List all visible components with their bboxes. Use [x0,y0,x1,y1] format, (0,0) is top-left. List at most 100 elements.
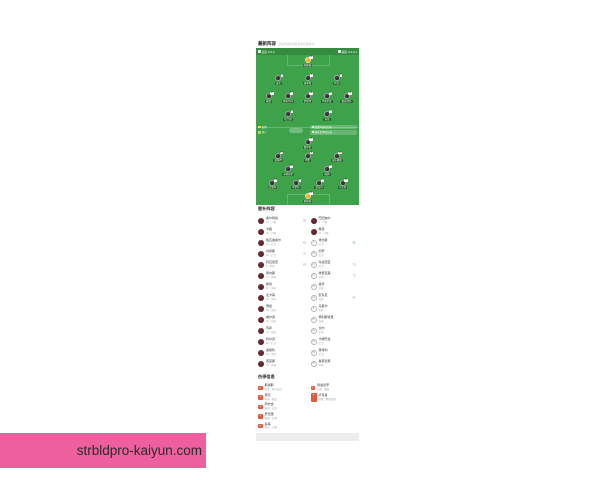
player-node[interactable]: 47 福登 [260,92,278,103]
player-node[interactable]: 37 梅努 [318,165,336,176]
notice-chip[interactable]: 首发阵容已公布 [310,125,357,130]
player-goalkeeper[interactable]: 24 奥纳纳 [299,192,317,203]
injury-row[interactable]: + 斯通斯 伤病 · 肌肉拉伤 [258,383,308,393]
substitution-minute: 61' [352,241,356,244]
substitute-row[interactable]: 西蒙斯 79 · 前锋 [258,358,308,369]
substitute-info: 8 · 中场 [266,264,275,268]
injury-player-name: 卢克肖 [318,392,328,397]
player-node[interactable]: 11 霍伊伦 [299,138,317,149]
legend-label: 换人 [261,131,267,135]
substitute-row[interactable]: 28 佩利斯特里 前锋 [310,314,358,325]
substitute-row[interactable]: 25 桑乔 前锋 [310,281,358,292]
substitute-row[interactable]: 巴因迪尔 1 · 门将 [310,215,358,226]
jersey-icon: 2 [275,74,284,82]
substitute-name: 鲍勃 [266,282,273,286]
substitute-row[interactable]: 博加 64 · 前锋 [258,303,308,314]
jersey-number: 17 [279,151,284,155]
substitute-row[interactable]: 33 卡姆巴拉 后卫 [310,336,358,347]
injury-row[interactable]: + 利桑德罗 伤病 · 脚部 [310,383,358,393]
substitute-row[interactable]: 44 戈尔 中场 [310,325,358,336]
substitute-row[interactable]: 35 约罗 后卫 [310,248,358,259]
player-node[interactable]: 23 卢克肖 [334,178,352,190]
player-node[interactable]: 9 哈兰德 [279,110,297,121]
injury-player-name: 罗德里 [264,412,274,417]
injury-row[interactable]: + 罗德里 停赛 · 红牌 [258,412,308,422]
substitute-row[interactable]: 麦卡蒂 87 · 中场 [258,292,308,303]
jersey-icon: 6 [333,74,342,82]
substitute-name: 戈尔 [318,326,325,330]
injury-icon: + [258,414,263,419]
player-text: 奥尔特加 18 · 门将 [266,216,278,224]
injury-icon: + [310,393,317,402]
player-node[interactable]: 3 迪亚斯 [299,74,317,85]
substitute-row[interactable]: 格瓦迪奥尔 24 · 后卫 61' [258,237,308,248]
player-row: 31 埃德森 [258,56,357,67]
substitute-row[interactable]: 36 奥耶德莱 中场 [310,358,358,369]
injury-row[interactable]: + 多库 伤病 · 大腿 [258,421,308,431]
player-text: 戈尔 中场 [318,326,325,334]
home-formation[interactable]: 主队 3-5-2 [258,50,275,54]
player-node[interactable]: 20 B席尔瓦 [318,92,336,103]
jersey-icon: 8 [304,151,313,159]
player-node[interactable]: 10 格拉利什 [338,92,356,103]
player-node[interactable]: 8 B费 [299,151,317,163]
substitute-name: 埃里克森 [318,271,331,275]
substitute-name: 马拉西亚 [318,260,331,264]
substitute-row[interactable]: 21 安东尼 前锋 84' [310,292,358,303]
substitute-row[interactable]: 科瓦契奇 8 · 中场 83' [258,259,308,270]
injury-row[interactable]: + 卢克肖 停赛 · 累积黄牌 [310,392,358,403]
substitute-row[interactable]: 14 埃里克森 中场 70' [310,270,358,281]
substitute-row[interactable]: 刘易斯 82 · 后卫 75' [258,248,308,259]
jersey-number-ring-icon: 9 [310,305,317,312]
player-node[interactable]: 6 阿克 [328,74,346,85]
jersey-icon: 16 [304,92,313,100]
substitute-row[interactable]: 威尔逊 76 · 前锋 [258,314,308,325]
jersey-number: 10 [348,92,352,95]
injury-row[interactable]: + 阿坎吉 伤病 · 背部 [258,402,308,412]
substitution-minute: 66' [303,219,307,222]
substitute-name: 约罗 [318,249,325,253]
substitute-row[interactable]: 9 马夏尔 前锋 [310,303,358,314]
away-formation[interactable]: 客队 4-2-3-1 [338,50,357,54]
substitute-row[interactable]: 努内斯 27 · 中场 [258,270,308,281]
substitute-info: 后卫 [318,264,324,268]
player-node[interactable]: 2 沃克 [269,74,287,85]
player-node[interactable]: 16 罗德里 [299,92,317,103]
substitute-row[interactable]: 鲍勃 52 · 中场 [258,281,308,292]
jersey-number: 47 [270,92,274,95]
player-text: 埃里克森 中场 [318,271,331,279]
player-name: 福登 [264,99,272,103]
jersey-number: 11 [328,110,332,114]
substitute-row[interactable]: 科尔曼 80 · 后卫 [258,336,308,347]
substitute-row[interactable]: 希顿 22 · 门将 [310,226,358,237]
player-node[interactable]: 18 卡塞米罗 [279,165,297,176]
jersey-icon: 9 [285,110,293,118]
player-node[interactable]: 11 多库 [318,110,336,121]
player-name: 格拉利什 [340,99,353,103]
substitute-name: 威尔逊 [266,315,276,319]
substitute-row[interactable]: 苏萨 41 · 前锋 [258,325,308,336]
player-node[interactable]: 19 瓦拉内 [310,178,328,190]
player-node[interactable]: 17 加纳乔 [269,151,287,163]
substitute-row[interactable]: 卡森 33 · 门将 [258,226,308,237]
substitute-row[interactable]: 4 埃文斯 后卫 61' [310,237,358,248]
substitute-info: 22 · 门将 [318,231,329,235]
injury-row[interactable]: + 博贝 伤病 · 膝盖 [258,393,308,403]
footer-bar [256,433,359,441]
player-node[interactable]: 10 拉什福德 [328,151,346,163]
player-node[interactable]: 17 德布劳内 [279,92,297,103]
pitch-header-bar: 主队 3-5-2 客队 4-2-3-1 [256,48,359,55]
home-formation-label: 主队 3-5-2 [261,49,275,54]
substitute-row[interactable]: 55 惠特利 后卫 [310,347,358,358]
jersey-number: 20 [328,92,332,95]
substitute-row[interactable]: 奥赖利 63 · 中场 [258,347,308,358]
player-goalkeeper[interactable]: 31 埃德森 [299,56,317,67]
substitute-row[interactable]: 奥尔特加 18 · 门将 66' [258,215,308,226]
jersey-number: 16 [309,92,313,95]
player-node[interactable]: 5 马奎尔 [287,178,305,190]
player-avatar [258,316,264,323]
substitute-row[interactable]: 12 马拉西亚 后卫 70' [310,259,358,270]
player-node[interactable]: 20 达洛特 [263,178,281,190]
player-text: 格瓦迪奥尔 24 · 后卫 [266,238,281,246]
notice-chip[interactable]: 替补名单已公布 [310,130,357,135]
